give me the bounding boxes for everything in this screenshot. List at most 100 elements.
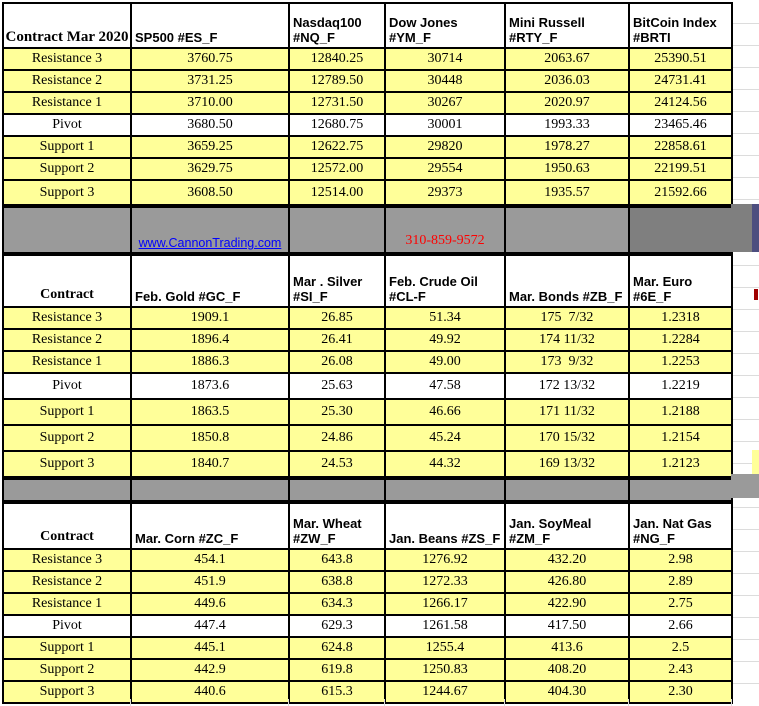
price-cell: 2.75 xyxy=(628,592,733,616)
price-cell: 1255.4 xyxy=(384,636,506,660)
price-cell: 30001 xyxy=(384,113,506,137)
table-row: Pivot 447.4 629.3 1261.58 417.50 2.66 xyxy=(2,614,733,638)
contact-band-row: www.CannonTrading.com 310-859-9572 xyxy=(2,206,733,254)
row-label: Support 2 xyxy=(2,658,132,682)
gray-cell xyxy=(384,478,506,502)
price-cell: 1.2188 xyxy=(628,398,733,426)
price-cell: 26.41 xyxy=(288,328,386,352)
metals-energy-table: Contract Feb. Gold #GC_F Mar . Silver #S… xyxy=(2,254,733,478)
table-row: Support 1 1863.5 25.30 46.66 171 11/32 1.2188 xyxy=(2,398,733,426)
section-title: Contract xyxy=(2,502,132,550)
price-cell: 47.58 xyxy=(384,372,506,400)
row-label: Resistance 2 xyxy=(2,69,132,93)
table-row: Support 3 3608.50 12514.00 29373 1935.57 2159… xyxy=(2,179,733,206)
price-cell: 24124.56 xyxy=(628,91,733,115)
price-cell: 454.1 xyxy=(130,548,290,572)
price-cell: 12731.50 xyxy=(288,91,386,115)
header-row: Contract Feb. Gold #GC_F Mar . Silver #S… xyxy=(2,254,733,308)
section-title: Contract xyxy=(2,254,132,308)
price-cell: 1261.58 xyxy=(384,614,506,638)
gray-band2-edge-fragment xyxy=(731,474,759,498)
price-cell: 2020.97 xyxy=(504,91,630,115)
faint-gridline-stub xyxy=(731,699,732,706)
price-cell: 1840.7 xyxy=(130,450,290,478)
price-cell: 30267 xyxy=(384,91,506,115)
price-cell: 624.8 xyxy=(288,636,386,660)
price-cell: 1886.3 xyxy=(130,350,290,374)
price-cell: 1.2284 xyxy=(628,328,733,352)
price-cell: 1.2318 xyxy=(628,306,733,330)
cannon-trading-link[interactable]: www.CannonTrading.com xyxy=(138,236,282,250)
price-cell: 44.32 xyxy=(384,450,506,478)
price-cell: 1896.4 xyxy=(130,328,290,352)
price-cell: 51.34 xyxy=(384,306,506,330)
row-label: Support 1 xyxy=(2,398,132,426)
price-cell: 3731.25 xyxy=(130,69,290,93)
gray-cell xyxy=(504,478,630,502)
price-cell: 3710.00 xyxy=(130,91,290,115)
row-label: Resistance 2 xyxy=(2,328,132,352)
table-row: Support 3 440.6 615.3 1244.67 404.30 2.30 xyxy=(2,680,733,704)
faint-gridline-stub xyxy=(504,699,505,706)
separator-band xyxy=(2,478,733,502)
table-row: Support 1 445.1 624.8 1255.4 413.6 2.5 xyxy=(2,636,733,660)
gray-band-edge-fragment xyxy=(731,204,752,252)
column-header-ym: Dow Jones #YM_F xyxy=(384,2,506,49)
navy-cell-fragment xyxy=(752,204,759,252)
price-cell: 2.98 xyxy=(628,548,733,572)
price-cell: 45.24 xyxy=(384,424,506,452)
table-row: Resistance 3 1909.1 26.85 51.34 175 7/32 1.23… xyxy=(2,306,733,330)
faint-gridline-stub xyxy=(628,699,629,706)
price-cell: 422.90 xyxy=(504,592,630,616)
table-row: Pivot 1873.6 25.63 47.58 172 13/32 1.2219 xyxy=(2,372,733,400)
price-cell: 3659.25 xyxy=(130,135,290,159)
row-label: Support 1 xyxy=(2,636,132,660)
price-cell: 170 15/32 xyxy=(504,424,630,452)
table-row: Resistance 3 454.1 643.8 1276.92 432.20 2.98 xyxy=(2,548,733,572)
column-header-zw: Mar. Wheat #ZW_F xyxy=(288,502,386,550)
row-label: Resistance 1 xyxy=(2,91,132,115)
price-cell: 25.30 xyxy=(288,398,386,426)
price-cell: 2.66 xyxy=(628,614,733,638)
table-row: Resistance 1 3710.00 12731.50 30267 2020.97 2… xyxy=(2,91,733,115)
table-row: Support 3 1840.7 24.53 44.32 169 13/32 1.2123 xyxy=(2,450,733,478)
price-cell: 2063.67 xyxy=(504,47,630,71)
price-cell: 25390.51 xyxy=(628,47,733,71)
price-cell: 23465.46 xyxy=(628,113,733,137)
row-label: Resistance 1 xyxy=(2,350,132,374)
price-cell: 1850.8 xyxy=(130,424,290,452)
gray-cell xyxy=(504,206,630,254)
row-label: Resistance 3 xyxy=(2,47,132,71)
header-row: Contract Mar 2020 SP500 #ES_F Nasdaq100 … xyxy=(2,2,733,49)
column-header-gc: Feb. Gold #GC_F xyxy=(130,254,290,308)
price-cell: 432.20 xyxy=(504,548,630,572)
price-cell: 638.8 xyxy=(288,570,386,594)
price-cell: 619.8 xyxy=(288,658,386,682)
table-row: Support 2 1850.8 24.86 45.24 170 15/32 1.2154 xyxy=(2,424,733,452)
row-label: Pivot xyxy=(2,614,132,638)
column-header-zs: Jan. Beans #ZS_F xyxy=(384,502,506,550)
price-cell: 1935.57 xyxy=(504,179,630,206)
gray-cell xyxy=(288,206,386,254)
price-cell: 26.08 xyxy=(288,350,386,374)
row-label: Support 1 xyxy=(2,135,132,159)
price-cell: 1266.17 xyxy=(384,592,506,616)
price-cell: 169 13/32 xyxy=(504,450,630,478)
price-cell: 1.2154 xyxy=(628,424,733,452)
price-cell: 24.53 xyxy=(288,450,386,478)
price-cell: 21592.66 xyxy=(628,179,733,206)
row-label: Resistance 2 xyxy=(2,570,132,594)
price-cell: 1.2123 xyxy=(628,450,733,478)
price-cell: 29373 xyxy=(384,179,506,206)
header-row: Contract Mar. Corn #ZC_F Mar. Wheat #ZW_… xyxy=(2,502,733,550)
price-cell: 408.20 xyxy=(504,658,630,682)
price-cell: 3629.75 xyxy=(130,157,290,181)
price-cell: 174 11/32 xyxy=(504,328,630,352)
faint-gridline-stub xyxy=(384,699,385,706)
price-cell: 404.30 xyxy=(504,680,630,704)
column-header-rty: Mini Russell #RTY_F xyxy=(504,2,630,49)
price-cell: 1863.5 xyxy=(130,398,290,426)
row-label: Support 2 xyxy=(2,157,132,181)
price-cell: 1873.6 xyxy=(130,372,290,400)
price-cell: 1272.33 xyxy=(384,570,506,594)
